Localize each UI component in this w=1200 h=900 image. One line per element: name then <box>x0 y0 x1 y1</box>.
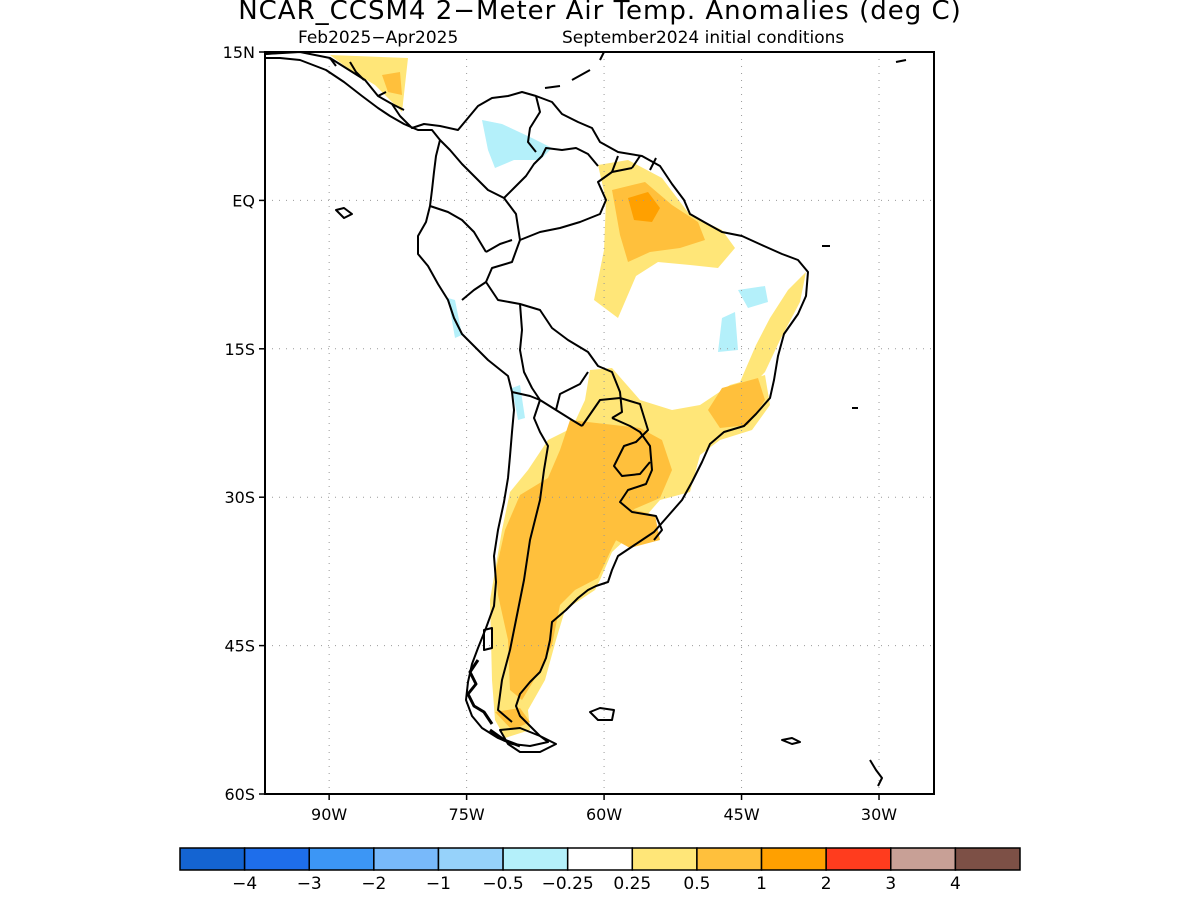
brazil-border <box>485 167 663 541</box>
anomaly-fill-layer <box>330 55 806 738</box>
anomaly-region-brazil-cool-2 <box>718 312 738 352</box>
south-america-coastline <box>265 52 809 747</box>
atlantic-islands <box>822 59 907 787</box>
colorbar-label: −4 <box>232 874 257 894</box>
lat-tick-label: 30S <box>224 488 255 507</box>
anomaly-region-uruguay <box>612 505 660 548</box>
anomaly-region-chile-cool <box>512 385 525 420</box>
colorbar-label: −2 <box>361 874 386 894</box>
colorbar-label: 0.5 <box>683 874 710 894</box>
anomaly-region-honduras <box>382 72 402 95</box>
colorbar-label: −0.5 <box>482 874 523 894</box>
colorbar-swatch <box>696 847 763 871</box>
forecast-period: Feb2025−Apr2025 <box>298 28 459 48</box>
colorbar-label: −0.25 <box>542 874 594 894</box>
lon-tick-label: 45W <box>723 805 759 824</box>
colorbar-swatch <box>308 847 375 871</box>
colorbar-swatch <box>437 847 504 871</box>
venezuela-guianas-borders <box>503 95 657 199</box>
caribbean-coast <box>265 52 605 89</box>
lat-tick-label: EQ <box>232 191 255 210</box>
lon-tick-label: 90W <box>311 805 347 824</box>
anomaly-region-colombia-cool <box>482 120 552 168</box>
andean-borders <box>429 139 589 723</box>
colorbar-swatch <box>566 847 634 871</box>
colorbar-swatch <box>243 847 310 871</box>
colorbar-label: −3 <box>297 874 322 894</box>
anomaly-region-patagonia-tip <box>495 708 530 730</box>
map-axes: 15N EQ 15S 30S 45S 60S 90W 75W 60W 45W 30W <box>223 43 898 824</box>
chiloe-island <box>483 627 493 651</box>
central-america-borders <box>329 57 405 111</box>
colorbar-label: −1 <box>426 874 451 894</box>
chilean-fjords <box>466 659 521 748</box>
colorbar: −4 −3 −2 −1 −0.5 −0.25 0.25 0.5 1 2 3 4 <box>179 847 1021 894</box>
colorbar-swatch <box>179 847 246 871</box>
lon-tick-label: 60W <box>586 805 622 824</box>
coastlines-borders <box>265 52 907 787</box>
lon-tick-label: 75W <box>449 805 485 824</box>
graticule <box>265 52 934 794</box>
colorbar-swatch <box>631 847 698 871</box>
lat-tick-label: 45S <box>224 637 255 656</box>
lat-tick-label: 15S <box>224 340 255 359</box>
anomaly-region-brazil-cool-1 <box>738 286 768 308</box>
anomaly-region-argentina <box>496 420 672 700</box>
colorbar-swatch <box>502 847 569 871</box>
map-plot-area <box>265 52 934 794</box>
anomaly-region-amazon-peak <box>628 192 660 222</box>
colorbar-swatch <box>373 847 440 871</box>
lat-tick-label: 15N <box>223 43 255 62</box>
lat-tick-label: 60S <box>224 785 255 804</box>
colorbar-label: 4 <box>950 874 961 894</box>
tierra-del-fuego <box>499 727 557 753</box>
colorbar-swatch <box>954 847 1021 871</box>
colorbar-swatch <box>760 847 827 871</box>
galapagos-islands <box>335 207 353 219</box>
colorbar-label: 3 <box>885 874 896 894</box>
colorbar-label: 0.25 <box>613 874 651 894</box>
colorbar-label: 2 <box>821 874 832 894</box>
colorbar-swatch <box>890 847 957 871</box>
map-frame <box>264 51 935 795</box>
initial-conditions: September2024 initial conditions <box>562 28 845 48</box>
map-title: NCAR_CCSM4 2−Meter Air Temp. Anomalies (… <box>238 0 962 26</box>
falkland-islands <box>589 707 615 721</box>
south-georgia <box>781 737 801 745</box>
anomaly-region-southeast-brazil <box>708 378 765 428</box>
paraguay-border <box>581 397 651 477</box>
lon-tick-label: 30W <box>861 805 897 824</box>
anomaly-region-brazil-east <box>740 272 806 388</box>
colorbar-swatch <box>825 847 892 871</box>
colorbar-label: 1 <box>756 874 767 894</box>
